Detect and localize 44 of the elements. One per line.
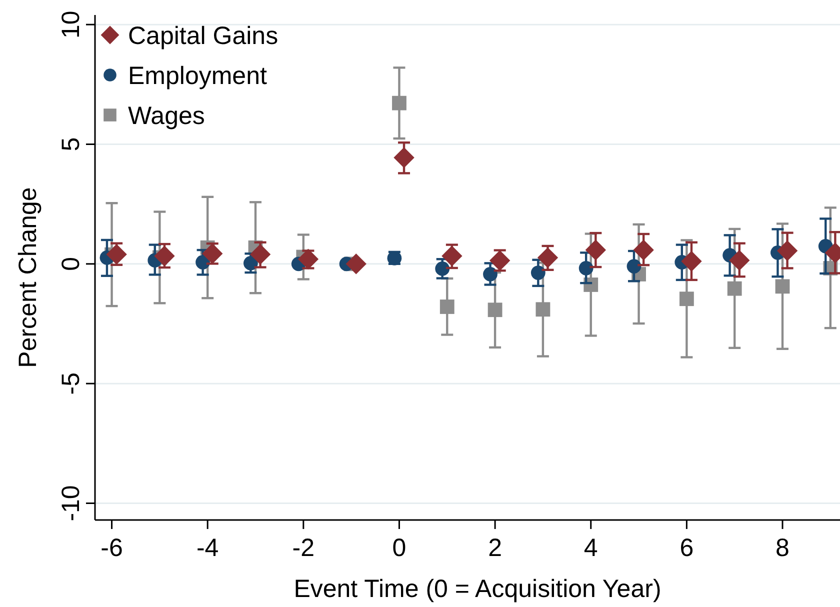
y-tick-label: 10 [57,10,85,38]
point [626,259,642,274]
point [440,300,454,314]
point [679,292,694,306]
x-tick-label: -2 [292,534,315,562]
point [775,279,790,294]
point [298,248,319,270]
x-tick-label: 6 [680,534,694,562]
point [578,261,594,276]
x-tick-label: -4 [196,534,219,562]
legend-label: Wages [128,102,205,130]
point [727,281,742,296]
x-tick-label: 4 [584,534,598,562]
point [537,247,558,268]
point [106,244,127,265]
x-axis-title: Event Time (0 = Acquisition Year) [294,575,662,603]
y-tick-label: 0 [57,256,85,271]
point [536,302,550,317]
point [488,302,502,318]
point [202,243,223,264]
point [244,256,258,270]
point [435,261,450,276]
y-tick-label: -10 [57,485,85,522]
point [633,240,654,260]
point [392,96,406,110]
point [250,244,271,265]
x-tick-label: 2 [488,534,502,562]
point [346,254,366,274]
legend-label: Employment [128,62,267,90]
y-tick-label: -5 [57,372,85,395]
point [489,250,510,271]
y-tick-label: 5 [57,137,85,152]
point [729,250,750,271]
point [776,240,798,262]
legend-label: Capital Gains [128,22,278,50]
y-axis-title: Percent Change [14,187,42,368]
point [483,267,498,282]
x-tick-label: 0 [392,534,406,562]
point [585,240,606,260]
point [530,266,546,280]
x-tick-label: -6 [100,534,123,562]
point [394,147,414,168]
point [681,250,702,272]
x-tick-label: 8 [776,534,790,562]
